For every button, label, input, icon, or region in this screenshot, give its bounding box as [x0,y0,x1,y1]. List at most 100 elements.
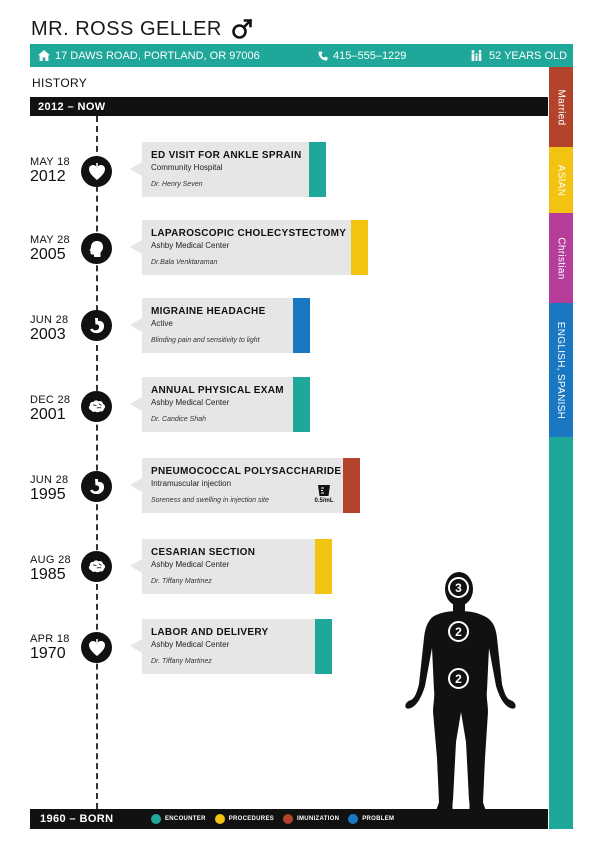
side-tab-label: ASIAN [555,164,567,196]
event-card[interactable]: LABOR AND DELIVERY Ashby Medical Center … [130,619,332,674]
event-date: MAY 28 2005 [30,234,90,263]
dose-indicator: 0.5/mL [312,484,336,504]
side-tab-label: Married [555,89,567,125]
people-icon [471,50,482,61]
event-card[interactable]: PNEUMOCOCCAL POLYSACCHARIDE Intramuscula… [130,458,360,513]
legend-label: PROBLEM [362,816,395,822]
brain-icon [81,391,112,422]
event-year: 1985 [30,566,66,583]
event-card[interactable]: ED VISIT FOR ANKLE SPRAIN Community Hosp… [130,142,326,197]
body-marker-count: 2 [455,624,462,639]
heart-icon [81,632,112,663]
phone-icon [318,51,328,61]
phone-item: 415–555–1229 [318,50,406,62]
event-subtitle: Ashby Medical Center [151,398,230,407]
side-tab-label: Christian [555,236,567,280]
event-month-day: MAY 28 [30,234,70,246]
section-label: HISTORY [32,76,88,90]
stomach-icon [81,471,112,502]
male-symbol-icon [232,18,253,39]
category-tab-procedures [315,539,332,594]
legend-dot [214,814,225,824]
legend-dot [151,814,161,824]
brain-icon [81,551,112,582]
event-year: 1970 [30,645,66,662]
event-month-day: JUN 28 [30,474,69,486]
event-note: Dr.Bala Venktaraman [151,259,218,266]
category-tab-problem [293,298,310,353]
timeline-top-label: 2012 – NOW [38,100,106,113]
side-tab-religion: Christian [549,213,573,303]
event-date: DEC 28 2001 [30,394,90,423]
event-year: 2012 [30,168,66,185]
legend-label: PROCEDURES [228,816,275,822]
patient-header: MR. ROSS GELLER [31,14,254,44]
event-title: CESARIAN SECTION [151,547,256,558]
event-card[interactable]: CESARIAN SECTION Ashby Medical Center Dr… [130,539,332,594]
event-date: AUG 28 1985 [30,554,90,583]
side-tab-languages: ENGLISH, SPANISH [549,303,573,437]
event-note: Dr. Tiffany Martinez [151,658,212,665]
side-tab-filler [549,437,573,829]
body-marker-abdomen[interactable]: 2 [448,668,469,689]
event-note: Soreness and swelling in injection site [151,497,269,504]
side-tab-ethnicity: ASIAN [549,147,573,213]
event-title: ANNUAL PHYSICAL EXAM [151,385,284,396]
patient-info-bar: 17 DAWS ROAD, PORTLAND, OR 97006 415–555… [30,44,573,67]
legend-dot [283,814,294,824]
event-year: 2005 [30,246,66,263]
event-title: LAPAROSCOPIC CHOLECYSTECTOMY [151,228,347,239]
event-subtitle: Active [151,319,173,328]
stomach-icon [81,310,112,341]
event-title: ED VISIT FOR ANKLE SPRAIN [151,150,302,161]
event-subtitle: Community Hospital [151,163,223,172]
event-title: MIGRAINE HEADACHE [151,306,266,317]
measuring-cup-icon [318,485,330,496]
event-month-day: MAY 18 [30,156,70,168]
event-subtitle: Ashby Medical Center [151,560,230,569]
legend-item-imunization: IMUNIZATION [283,814,339,824]
event-card[interactable]: LAPAROSCOPIC CHOLECYSTECTOMY Ashby Medic… [130,220,368,275]
body-marker-head[interactable]: 3 [448,577,469,598]
phone-text: 415–555–1229 [333,49,407,62]
category-tab-encounter [309,142,326,197]
event-note: Dr. Candice Shah [151,416,206,423]
timeline-bottom-bar: 1960 – BORN ENCOUNTER PROCEDURES IMUNIZA… [30,809,548,829]
timeline-line [96,116,98,809]
event-note: Blinding pain and sensitivity to light [151,337,260,344]
event-title: LABOR AND DELIVERY [151,627,269,638]
age-item: 52 YEARS OLD [470,50,567,62]
category-tab-encounter [315,619,332,674]
event-card[interactable]: ANNUAL PHYSICAL EXAM Ashby Medical Cente… [130,377,310,432]
event-year: 2001 [30,406,66,423]
category-tab-encounter [293,377,310,432]
head-icon [81,233,112,264]
address-item: 17 DAWS ROAD, PORTLAND, OR 97006 [38,50,260,62]
event-card[interactable]: MIGRAINE HEADACHE Active Blinding pain a… [130,298,310,353]
legend-label: IMUNIZATION [297,816,340,822]
side-tab-marital: Married [549,67,573,147]
legend-item-procedures: PROCEDURES [214,814,275,824]
event-date: JUN 28 2003 [30,314,90,343]
event-year: 1995 [30,486,66,503]
event-month-day: DEC 28 [30,394,71,406]
legend-item-problem: PROBLEM [348,814,394,824]
event-subtitle: Ashby Medical Center [151,640,230,649]
category-tab-procedures [351,220,368,275]
legend-item-encounter: ENCOUNTER [151,814,206,824]
body-marker-chest[interactable]: 2 [448,621,469,642]
event-month-day: AUG 28 [30,554,71,566]
event-note: Dr. Tiffany Martinez [151,578,212,585]
home-icon [38,50,50,61]
event-date: MAY 18 2012 [30,156,90,185]
event-note: Dr. Henry Seven [151,181,203,188]
patient-name: MR. ROSS GELLER [31,17,222,40]
timeline-top-bar: 2012 – NOW [30,97,548,116]
event-title: PNEUMOCOCCAL POLYSACCHARIDE [151,466,342,477]
event-date: APR 18 1970 [30,633,90,662]
address-text: 17 DAWS ROAD, PORTLAND, OR 97006 [55,49,260,62]
event-year: 2003 [30,326,66,343]
legend: ENCOUNTER PROCEDURES IMUNIZATION PROBLEM [151,809,394,829]
timeline-bottom-label: 1960 – BORN [40,813,114,825]
legend-dot [348,814,359,824]
